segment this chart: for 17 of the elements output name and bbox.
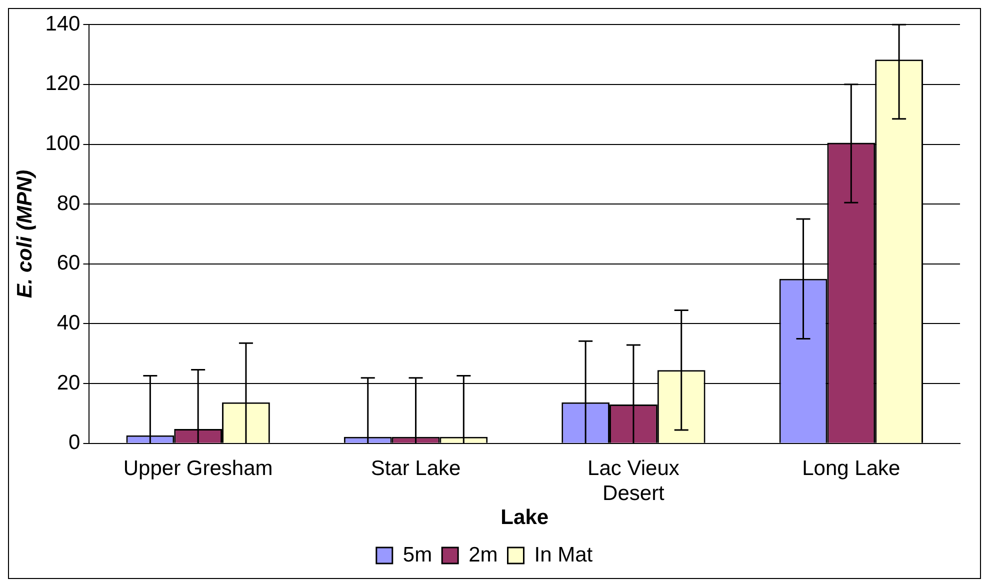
x-tick-label: Lac Vieux Desert	[588, 456, 680, 505]
legend-label: 5m	[402, 543, 432, 566]
y-tick-label: 40	[56, 312, 80, 335]
y-axis-title: E. coli (MPN)	[13, 170, 36, 298]
y-tick-label: 80	[56, 192, 80, 215]
y-tick-label: 20	[56, 371, 80, 394]
x-axis-title: Lake	[500, 506, 549, 530]
y-tick-label: 60	[56, 252, 80, 275]
y-tick-label: 100	[45, 132, 80, 156]
x-tick-label: Upper Gresham	[123, 456, 273, 480]
y-tick-label: 0	[68, 431, 80, 454]
x-tick-label: Long Lake	[802, 456, 900, 480]
y-tick-label: 120	[45, 72, 80, 96]
x-tick-label: Star Lake	[370, 456, 461, 480]
legend-label: In Mat	[534, 543, 593, 566]
y-tick-label: 140	[45, 12, 80, 36]
legend-label: 2m	[468, 543, 498, 566]
